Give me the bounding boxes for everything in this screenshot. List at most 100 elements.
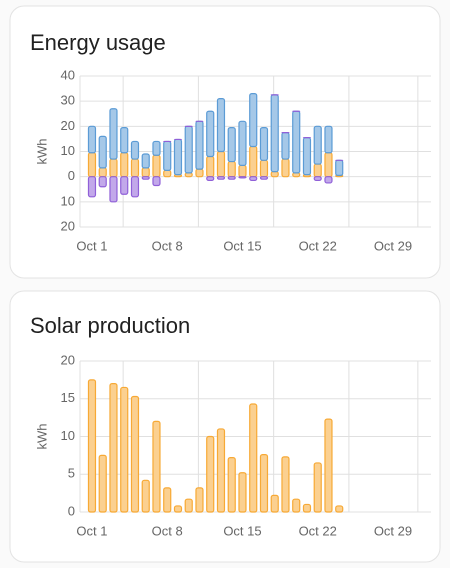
bar	[109, 108, 118, 160]
bar	[98, 135, 107, 169]
bar	[249, 176, 258, 182]
bar	[259, 454, 269, 513]
bar	[120, 176, 129, 195]
x-tick-label: Oct 15	[223, 523, 261, 538]
bar	[141, 153, 150, 169]
bar	[130, 395, 140, 513]
bar	[206, 155, 215, 178]
bar	[324, 125, 333, 154]
bar	[238, 472, 247, 513]
bar	[302, 503, 312, 513]
bar	[227, 126, 236, 163]
y-tick-label: 20	[61, 352, 75, 367]
bar	[195, 487, 204, 513]
bar	[324, 152, 333, 178]
bar	[206, 176, 215, 182]
x-tick-label: Oct 8	[152, 238, 183, 253]
bar	[249, 403, 258, 513]
bar	[109, 383, 118, 513]
bar	[98, 167, 107, 178]
bar	[324, 418, 333, 513]
x-tick-label: Oct 29	[374, 523, 412, 538]
bar	[184, 498, 193, 513]
bar	[313, 462, 322, 513]
bar	[313, 163, 322, 178]
bar	[120, 152, 129, 178]
bar	[227, 160, 236, 178]
bar	[87, 176, 97, 198]
y-tick-label: 5	[68, 466, 75, 481]
bar	[195, 168, 204, 178]
y-axis-label: kWh	[34, 139, 49, 165]
x-tick-label: Oct 8	[152, 523, 183, 538]
bar	[292, 498, 301, 513]
bar	[270, 494, 279, 513]
y-tick-label: 0	[68, 168, 75, 183]
bar	[120, 126, 129, 154]
bar	[270, 94, 279, 173]
bar	[87, 125, 97, 154]
bar	[270, 171, 279, 178]
bar	[130, 176, 140, 198]
y-tick-label: 40	[61, 67, 75, 82]
bar	[259, 176, 269, 180]
y-tick-label: 20	[61, 118, 75, 133]
bar	[249, 145, 258, 178]
chart-title: Solar production	[30, 313, 190, 338]
bar	[141, 167, 150, 178]
bar	[109, 176, 118, 203]
bar	[302, 137, 312, 176]
bar	[87, 379, 97, 513]
bar	[238, 120, 247, 166]
bar	[313, 125, 322, 165]
bar	[141, 479, 150, 513]
bar	[163, 169, 172, 178]
bar	[120, 386, 129, 513]
bar	[259, 126, 269, 161]
bar	[335, 159, 344, 177]
bar	[313, 176, 322, 182]
bar	[184, 125, 193, 174]
bar	[238, 164, 247, 178]
bar	[206, 435, 215, 513]
bar	[163, 487, 172, 513]
bar	[195, 120, 204, 170]
y-tick-label: 30	[61, 93, 75, 108]
x-tick-label: Oct 22	[299, 238, 337, 253]
bar	[216, 176, 226, 180]
bar	[163, 140, 172, 171]
x-tick-label: Oct 22	[299, 523, 337, 538]
chart-title: Energy usage	[30, 30, 166, 55]
bar	[98, 176, 107, 188]
bar	[141, 176, 150, 180]
bar	[216, 428, 226, 513]
y-tick-label: 10	[61, 193, 75, 208]
bar	[216, 150, 226, 178]
bar	[259, 159, 269, 178]
x-tick-label: Oct 1	[76, 238, 107, 253]
bar	[281, 158, 290, 178]
bar	[130, 158, 140, 178]
bar	[206, 110, 215, 158]
bar	[173, 505, 183, 513]
bar	[98, 454, 107, 513]
bar	[281, 456, 290, 513]
bar	[109, 158, 118, 178]
y-tick-label: 10	[61, 143, 75, 158]
y-tick-label: 10	[61, 428, 75, 443]
bar	[152, 176, 161, 187]
bar	[152, 154, 161, 178]
bar	[249, 93, 258, 148]
y-tick-label: 20	[61, 218, 75, 233]
bar	[281, 132, 290, 160]
bar	[335, 505, 344, 513]
bar	[238, 176, 247, 179]
bar	[152, 140, 161, 156]
bar	[292, 110, 301, 174]
bar	[87, 152, 97, 178]
bar	[130, 140, 140, 160]
y-tick-label: 15	[61, 390, 75, 405]
bar	[216, 98, 226, 153]
bar	[152, 420, 161, 513]
